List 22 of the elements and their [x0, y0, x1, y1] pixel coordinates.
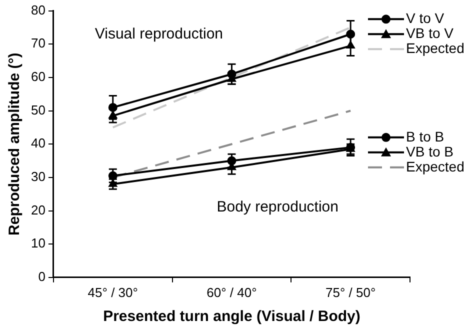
y-tick-label: 70 [30, 36, 46, 51]
x-axis-title: Presented turn angle (Visual / Body) [103, 308, 360, 326]
y-tick-label: 50 [30, 102, 46, 118]
x-tick-label: 60° / 40° [206, 284, 257, 300]
legend-label: Expected [406, 158, 464, 174]
y-tick-label: 60 [30, 69, 46, 84]
annotation: Body reproduction [216, 198, 338, 216]
annotation: Visual reproduction [94, 25, 224, 42]
y-tick-label: 0 [38, 268, 46, 284]
legend-label: VB to B [406, 143, 454, 160]
legend-label: B to B [406, 128, 444, 144]
y-tick-label: 10 [30, 236, 46, 251]
legend-label: V to V [406, 10, 445, 26]
y-tick-label: 40 [30, 136, 46, 151]
x-tick-label: 75° / 50° [326, 284, 376, 300]
x-tick-label: 45° / 30° [88, 284, 138, 300]
legend-label: VB to V [406, 24, 454, 41]
y-tick-label: 20 [30, 202, 46, 218]
y-tick-label: 30 [30, 169, 46, 184]
y-tick-label: 80 [30, 2, 46, 18]
legend-label: Expected [406, 40, 464, 56]
y-axis-title: Reproduced amplitude (°) [6, 52, 24, 236]
